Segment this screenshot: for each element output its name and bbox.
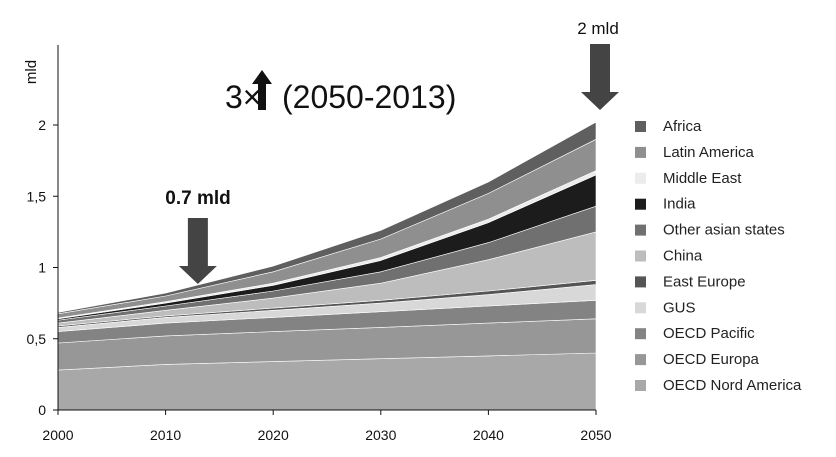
legend-swatch [635, 146, 646, 158]
legend-swatch [635, 224, 646, 236]
legend-swatch [635, 328, 646, 340]
legend-label: OECD Pacific [663, 325, 755, 342]
up-arrow-icon [252, 70, 272, 110]
legend-label: Africa [663, 118, 702, 135]
legend-swatch [635, 121, 646, 132]
down-arrow-2013-icon [178, 218, 217, 284]
down-arrow-2050-icon [581, 44, 619, 110]
x-tick-label: 2010 [150, 427, 181, 443]
axes [57, 45, 596, 411]
legend-label: Middle East [663, 170, 742, 187]
x-tick-label: 2030 [365, 427, 396, 443]
x-tick-label: 2050 [580, 427, 611, 443]
legend-swatch [635, 380, 646, 391]
legend-label: OECD Nord America [663, 377, 802, 394]
legend-label: China [663, 248, 703, 265]
legend-swatch [635, 354, 646, 366]
legend: Africa Latin America Middle East India Other… [635, 118, 802, 394]
legend-swatch [635, 302, 646, 314]
y-tick-label: 0,5 [27, 331, 47, 347]
growth-annotation: 3× (2050-2013) [225, 70, 456, 115]
x-tick-label: 2020 [258, 427, 289, 443]
growth-prefix: 3× [225, 79, 261, 115]
y-tick-label: 1 [38, 260, 46, 276]
arrow-2013: 0.7 mld [165, 188, 231, 284]
legend-label: India [663, 196, 696, 213]
area-africa [57, 121, 597, 315]
arrow-2050: 2 mld [577, 19, 619, 110]
y-ticks: 0 0,5 1 1,5 2 [27, 117, 58, 418]
x-ticks: 2000 2010 2020 2030 2040 2050 [42, 410, 612, 443]
legend-label: GUS [663, 299, 696, 316]
legend-swatch [635, 172, 646, 184]
growth-range: (2050-2013) [282, 79, 456, 115]
x-tick-label: 2040 [473, 427, 504, 443]
stacked-areas [57, 121, 597, 411]
y-tick-label: 2 [38, 117, 46, 133]
label-2050: 2 mld [577, 19, 619, 38]
y-tick-label: 1,5 [27, 188, 47, 204]
label-2013: 0.7 mld [165, 188, 230, 209]
legend-label: Other asian states [663, 222, 785, 239]
legend-swatch [635, 198, 646, 210]
x-tick-label: 2000 [42, 427, 73, 443]
legend-swatch [635, 250, 646, 262]
y-axis-label: mld [23, 60, 40, 84]
legend-swatch [635, 276, 646, 288]
legend-label: Latin America [663, 144, 755, 161]
legend-label: OECD Europa [663, 351, 760, 368]
y-tick-label: 0 [38, 402, 46, 418]
legend-label: East Europe [663, 273, 746, 290]
